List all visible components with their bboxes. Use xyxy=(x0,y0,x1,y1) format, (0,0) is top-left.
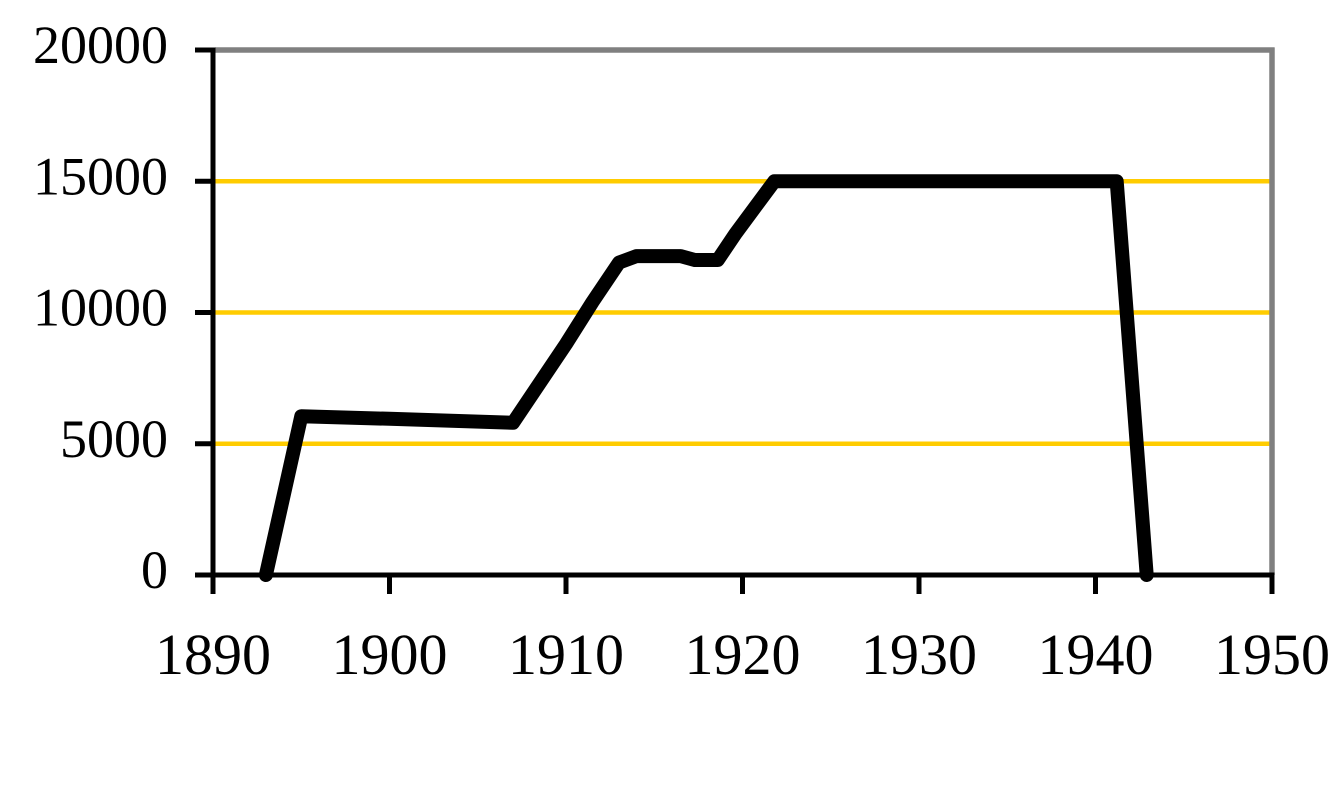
y-tick-label: 20000 xyxy=(33,15,168,75)
x-tick-label: 1920 xyxy=(685,622,801,687)
x-tick-label: 1910 xyxy=(508,622,624,687)
data-series-line xyxy=(258,174,1154,582)
x-tick-label: 1930 xyxy=(861,622,977,687)
y-tick-label: 15000 xyxy=(33,146,168,206)
x-tick-label: 1940 xyxy=(1038,622,1154,687)
y-tick-label: 5000 xyxy=(60,409,168,469)
x-tick-label: 1890 xyxy=(155,622,271,687)
y-tick-label: 10000 xyxy=(33,278,168,338)
x-tick-label: 1900 xyxy=(332,622,448,687)
x-tick-label: 1950 xyxy=(1214,622,1330,687)
y-tick-label: 0 xyxy=(141,540,168,600)
